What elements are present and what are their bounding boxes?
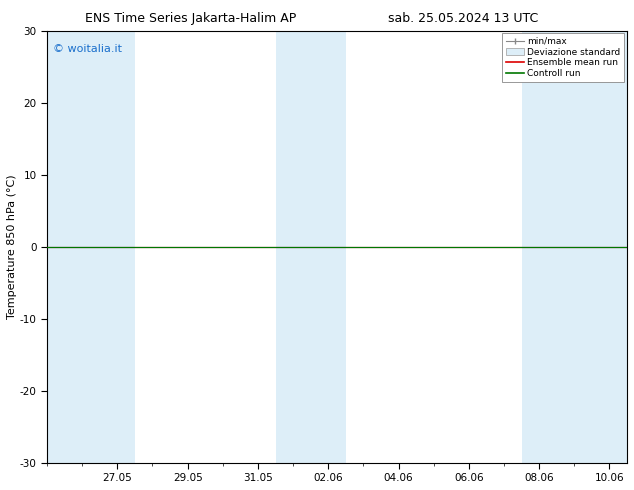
Bar [47,30,135,463]
Text: sab. 25.05.2024 13 UTC: sab. 25.05.2024 13 UTC [388,12,538,25]
Y-axis label: Temperature 850 hPa (°C): Temperature 850 hPa (°C) [7,174,17,319]
Text: ENS Time Series Jakarta-Halim AP: ENS Time Series Jakarta-Halim AP [84,12,296,25]
Bar [522,30,627,463]
Legend: min/max, Deviazione standard, Ensemble mean run, Controll run: min/max, Deviazione standard, Ensemble m… [502,33,624,82]
Bar [276,30,346,463]
Text: © woitalia.it: © woitalia.it [53,44,122,53]
